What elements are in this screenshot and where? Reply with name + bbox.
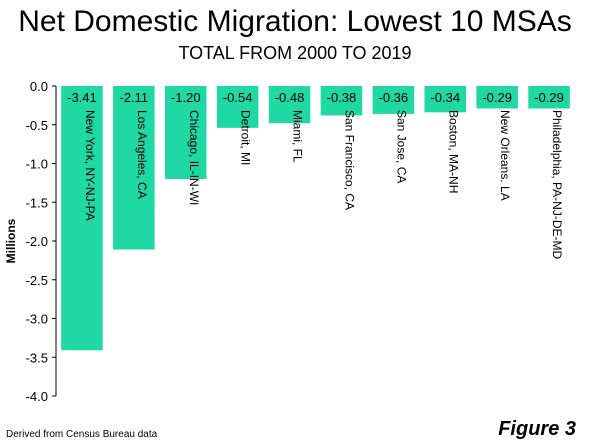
category-label: Philadelphia, PA-NJ-DE-MD xyxy=(550,110,564,259)
bar xyxy=(476,86,518,109)
bar xyxy=(528,86,570,109)
y-axis-label: Millions xyxy=(4,218,18,263)
bar-chart: New York, NY-NJ-PA Los Angeles, CA Chicago… xyxy=(4,79,570,404)
chart-title: Net Domestic Migration: Lowest 10 MSAs xyxy=(18,5,572,38)
bar xyxy=(372,86,415,114)
data-label: -3.41 xyxy=(67,90,97,105)
y-tick-label: -1.5 xyxy=(26,195,48,210)
figure-label: Figure 3 xyxy=(498,418,576,440)
bar xyxy=(268,86,311,124)
y-tick-label: -3.0 xyxy=(26,312,48,327)
bar xyxy=(61,86,103,351)
bar xyxy=(424,86,467,113)
y-tick-label: -4.0 xyxy=(26,389,48,404)
bar xyxy=(216,86,259,128)
data-label: -0.38 xyxy=(327,90,357,105)
y-tick-label: -2.0 xyxy=(26,234,48,249)
data-label: -1.20 xyxy=(171,90,201,105)
data-label: -0.29 xyxy=(482,90,512,105)
chart-subtitle: TOTAL FROM 2000 TO 2019 xyxy=(178,43,412,63)
category-label: San Jose, CA xyxy=(394,110,408,183)
bars-layer xyxy=(61,86,570,351)
category-label: Miami, FL xyxy=(291,110,305,163)
data-label: -0.34 xyxy=(430,90,460,105)
y-tick-label: -3.5 xyxy=(26,350,48,365)
category-label: Chicago, IL-IN-WI xyxy=(187,110,201,205)
category-label: New York, NY-NJ-PA xyxy=(83,110,97,221)
y-tick-label: -2.5 xyxy=(26,273,48,288)
category-labels-layer: New York, NY-NJ-PA Los Angeles, CA Chicago… xyxy=(83,110,564,259)
bar xyxy=(320,86,363,116)
data-label: -0.48 xyxy=(275,90,305,105)
data-label: -0.29 xyxy=(534,90,564,105)
category-label: Boston, MA-NH xyxy=(446,110,460,193)
value-labels-layer: -3.41 -2.11 -1.20 -0.54 -0.48 -0.38 -0.36 -0.34… xyxy=(67,90,564,105)
data-label: -0.54 xyxy=(223,90,253,105)
y-axis: 0.0 -0.5 -1.0 -1.5 -2.0 -2.5 -3.0 -3.5 -4.0 xyxy=(26,79,57,404)
y-tick-label: -1.0 xyxy=(26,157,48,172)
y-tick-label: -0.5 xyxy=(26,118,48,133)
category-label: Detroit, MI xyxy=(239,110,253,165)
category-label: Los Angeles, CA xyxy=(135,110,149,199)
data-label: -0.36 xyxy=(379,90,409,105)
y-tick-label: 0.0 xyxy=(30,79,48,94)
bar xyxy=(113,86,155,250)
category-label: San Francisco, CA xyxy=(342,110,356,210)
bar xyxy=(164,86,207,179)
source-footnote: Derived from Census Bureau data xyxy=(6,429,158,440)
category-label: New Orleans. LA xyxy=(498,110,512,201)
data-label: -2.11 xyxy=(120,90,149,105)
